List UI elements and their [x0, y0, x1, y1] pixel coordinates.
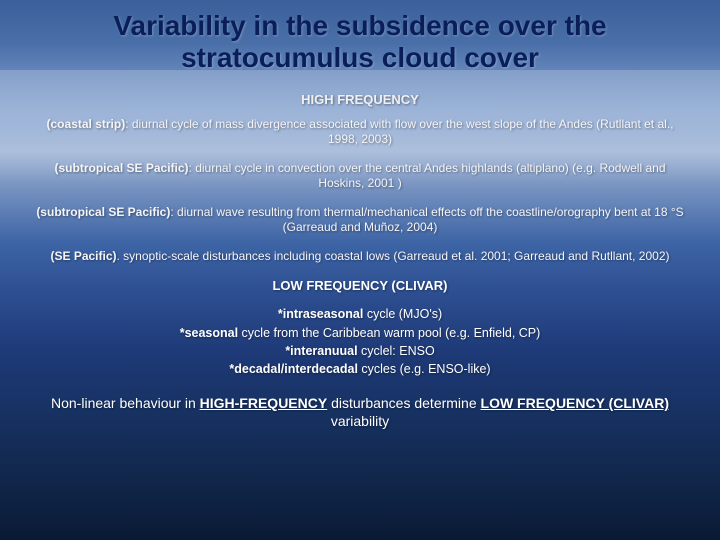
closing-lf-underline: LOW FREQUENCY (CLIVAR) [481, 395, 669, 411]
low-frequency-heading: LOW FREQUENCY (CLIVAR) [30, 278, 690, 293]
hf4-lead: (SE Pacific) [50, 249, 116, 263]
hf1-lead: (coastal strip) [47, 117, 126, 131]
high-frequency-heading: HIGH FREQUENCY [30, 92, 690, 107]
hf1-body: : diurnal cycle of mass divergence assoc… [125, 117, 673, 146]
low-item-seasonal: *seasonal cycle from the Caribbean warm … [30, 324, 690, 342]
low-item-decadal: *decadal/interdecadal cycles (e.g. ENSO-… [30, 360, 690, 378]
hf-item-se-pacific: (SE Pacific). synoptic-scale disturbance… [30, 249, 690, 264]
hf4-body: . synoptic-scale disturbances including … [117, 249, 670, 263]
hf3-body: : diurnal wave resulting from thermal/me… [170, 205, 683, 234]
low-item-interannual: *interanuual cyclel: ENSO [30, 342, 690, 360]
hf-item-coastal: (coastal strip): diurnal cycle of mass d… [30, 117, 690, 147]
hf-item-subtropical-wave: (subtropical SE Pacific): diurnal wave r… [30, 205, 690, 235]
closing-statement: Non-linear behaviour in HIGH-FREQUENCY d… [30, 394, 690, 430]
hf-item-subtropical-convection: (subtropical SE Pacific): diurnal cycle … [30, 161, 690, 191]
low-item-intraseasonal: *intraseasonal cycle (MJO's) [30, 305, 690, 323]
hf2-lead: (subtropical SE Pacific) [55, 161, 189, 175]
hf2-body: : diurnal cycle in convection over the c… [189, 161, 666, 190]
slide-title: Variability in the subsidence over the s… [30, 10, 690, 74]
slide-content: Variability in the subsidence over the s… [0, 0, 720, 540]
low-frequency-list: *intraseasonal cycle (MJO's) *seasonal c… [30, 305, 690, 378]
hf3-lead: (subtropical SE Pacific) [36, 205, 170, 219]
closing-hf-underline: HIGH-FREQUENCY [200, 395, 328, 411]
